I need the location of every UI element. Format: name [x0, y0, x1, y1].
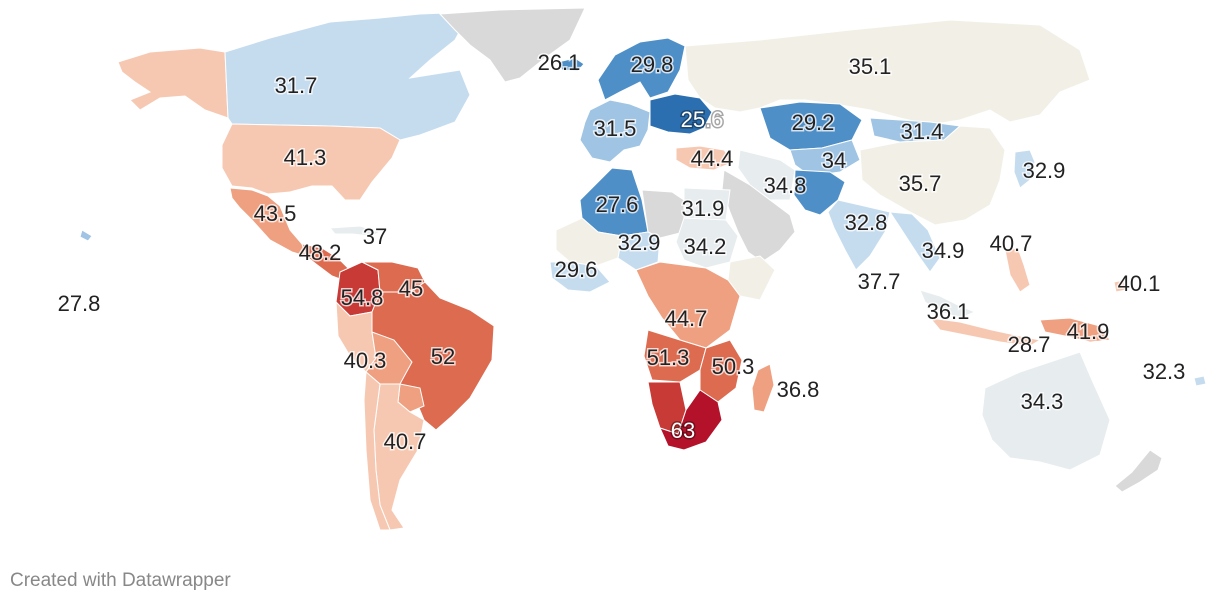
value-label-algeria: 27.6	[596, 192, 639, 217]
region-central-africa[interactable]	[635, 261, 741, 349]
region-china[interactable]	[859, 125, 1006, 226]
value-label-china: 35.7	[899, 171, 942, 196]
value-label-japan: 32.9	[1023, 158, 1066, 183]
value-label-kazakhstan: 29.2	[792, 110, 835, 135]
value-label-mongolia: 31.4	[901, 119, 944, 144]
value-label-western-europe: 31.5	[594, 116, 637, 141]
value-label-bangladesh: 34.9	[922, 238, 965, 263]
region-caribbean[interactable]	[328, 225, 382, 237]
value-label-madagascar: 36.8	[777, 377, 820, 402]
value-label-australia: 34.3	[1021, 389, 1064, 414]
region-niger[interactable]	[617, 231, 661, 271]
world-map: 31.7 26.1 41.3 43.5 37 48.2 27.8 54.8 45 52 40.3 40…	[56, 7, 1207, 531]
value-label-sri-lanka: 37.7	[858, 269, 901, 294]
region-alaska[interactable]	[117, 47, 229, 119]
value-label-india: 32.8	[845, 210, 888, 235]
value-label-egypt: 31.9	[682, 196, 725, 221]
region-malaysia[interactable]	[919, 289, 977, 319]
value-label-angola: 51.3	[647, 345, 690, 370]
value-label-russia: 35.1	[849, 54, 892, 79]
value-label-central-america: 48.2	[299, 240, 342, 265]
value-label-iran: 34.8	[764, 173, 807, 198]
region-central-asia[interactable]	[789, 139, 861, 177]
region-australia[interactable]	[981, 351, 1111, 471]
region-chile[interactable]	[363, 370, 391, 531]
value-label-venezuela: 45	[399, 276, 423, 301]
region-philippines[interactable]	[1004, 247, 1031, 293]
region-russia[interactable]	[684, 19, 1091, 126]
region-south-africa[interactable]	[659, 389, 723, 451]
value-label-mexico: 43.5	[254, 201, 297, 226]
land-layer	[79, 7, 1207, 531]
region-scandinavia[interactable]	[597, 37, 686, 101]
region-western-europe[interactable]	[579, 99, 651, 163]
value-label-indonesia: 28.7	[1008, 332, 1051, 357]
region-iran[interactable]	[737, 149, 796, 201]
region-sudan[interactable]	[675, 217, 739, 269]
value-label-central-europe: 25.6	[681, 107, 724, 132]
value-label-pacific: 40.1	[1118, 271, 1161, 296]
value-label-malaysia: 36.1	[927, 299, 970, 324]
value-label-iceland: 26.1	[538, 50, 581, 75]
value-label-canada: 31.7	[275, 73, 318, 98]
region-bangladesh[interactable]	[889, 211, 941, 273]
value-label-scandinavia: 29.8	[631, 52, 674, 77]
value-label-argentina: 40.7	[384, 429, 427, 454]
value-label-caribbean: 37	[363, 224, 387, 249]
region-greenland[interactable]	[438, 7, 586, 83]
datawrapper-credit[interactable]: Created with Datawrapper	[10, 570, 231, 591]
value-label-central-africa: 44.7	[665, 306, 708, 331]
value-label-fiji: 32.3	[1143, 359, 1186, 384]
value-label-west-africa: 29.6	[555, 257, 598, 282]
value-label-peru: 40.3	[344, 348, 387, 373]
region-fiji[interactable]	[1193, 375, 1207, 387]
value-label-sudan: 34.2	[684, 234, 727, 259]
value-label-mozambique: 50.3	[712, 354, 755, 379]
region-sri-lanka[interactable]	[859, 275, 871, 291]
value-label-brazil: 52	[431, 344, 455, 369]
value-label-philippines: 40.7	[990, 231, 1033, 256]
region-indonesia[interactable]	[928, 317, 1042, 347]
region-madagascar[interactable]	[751, 363, 775, 413]
value-label-hawaii: 27.8	[58, 291, 101, 316]
region-mozambique[interactable]	[699, 339, 743, 403]
region-west-africa[interactable]	[549, 261, 611, 293]
value-label-united-states: 41.3	[284, 145, 327, 170]
value-label-south-africa: 63	[671, 418, 695, 443]
region-papua-new-guinea[interactable]	[1039, 317, 1111, 343]
region-hawaii[interactable]	[79, 229, 93, 242]
region-iceland[interactable]	[557, 57, 585, 72]
region-united-states[interactable]	[221, 123, 401, 201]
region-pakistan[interactable]	[793, 169, 846, 216]
region-new-zealand[interactable]	[1114, 449, 1163, 493]
label-layer: 31.7 26.1 41.3 43.5 37 48.2 27.8 54.8 45 52 40.3 40…	[56, 48, 1187, 455]
region-japan[interactable]	[1013, 149, 1036, 189]
region-pacific[interactable]	[1113, 279, 1127, 293]
region-arabian-peninsula[interactable]	[721, 169, 796, 263]
region-central-europe[interactable]	[649, 93, 713, 135]
value-label-papua-new-guinea: 41.9	[1067, 319, 1110, 344]
region-canada[interactable]	[224, 11, 471, 141]
map-container: 31.7 26.1 41.3 43.5 37 48.2 27.8 54.8 45 52 40.3 40…	[56, 7, 1207, 531]
region-india[interactable]	[827, 199, 891, 271]
region-angola[interactable]	[643, 329, 707, 383]
value-label-niger: 32.9	[618, 230, 661, 255]
value-label-colombia: 54.8	[341, 285, 384, 310]
region-turkey[interactable]	[675, 145, 735, 171]
value-label-turkey: 44.4	[691, 146, 734, 171]
value-label-central-asia: 34	[822, 148, 846, 173]
